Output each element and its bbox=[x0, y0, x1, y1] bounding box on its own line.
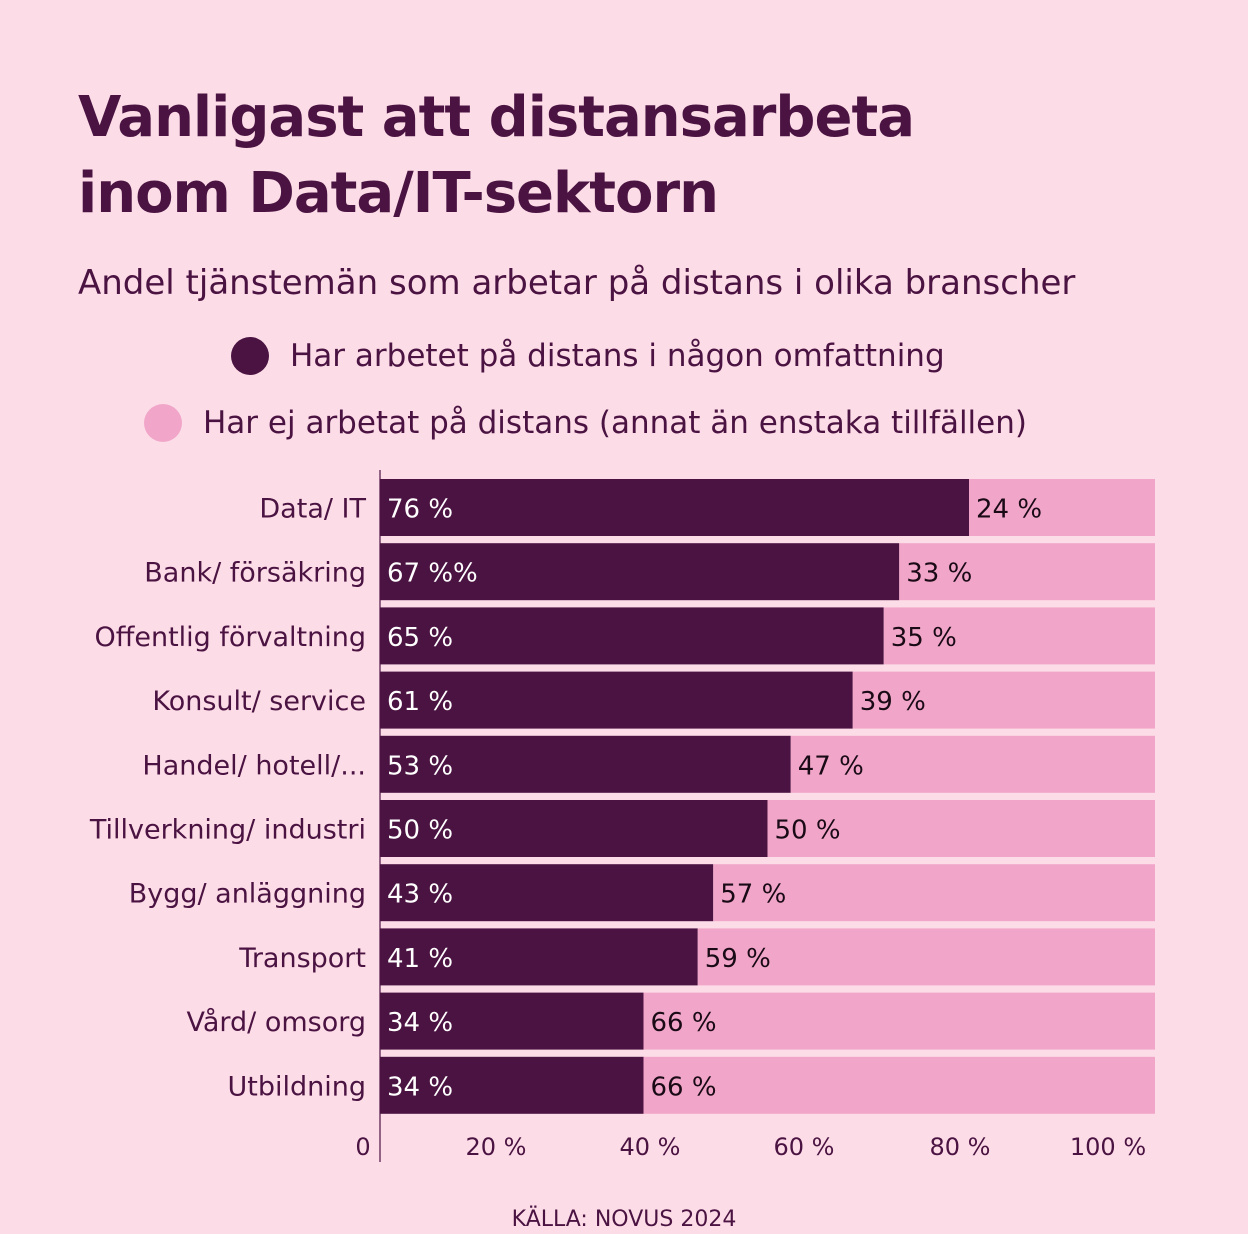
category-label-vård-omsorg: Vård/ omsorg bbox=[186, 1007, 366, 1038]
stacked-bar-chart: Data/ IT 76 % 24 % Bank/ försäkring 67 %% 33 … bbox=[89, 470, 1155, 1162]
data-label-remote-handel-hotell: 53 % bbox=[387, 751, 453, 781]
data-label-not-remote-offentlig-förvaltning: 35 % bbox=[891, 623, 957, 653]
category-label-bygg-anläggning: Bygg/ anläggning bbox=[129, 879, 366, 910]
category-label-konsult-service: Konsult/ service bbox=[152, 686, 366, 717]
source-note: KÄLLA: NOVUS 2024 bbox=[511, 1207, 737, 1232]
data-label-not-remote-bank-försäkring: 33 % bbox=[906, 559, 972, 589]
bar-remote-offentlig-förvaltning bbox=[380, 607, 884, 665]
bar-not-remote-handel-hotell bbox=[790, 735, 1155, 793]
legend-item-remote: Har arbetet på distans i någon omfattnin… bbox=[231, 336, 945, 376]
x-tick-label-100: 100 % bbox=[1070, 1133, 1146, 1161]
data-label-remote-konsult-service: 61 % bbox=[387, 687, 453, 717]
chart-title: Vanligast att distansarbeta inom Data/IT… bbox=[78, 80, 1198, 232]
bar-remote-handel-hotell bbox=[380, 735, 791, 793]
category-label-bank-försäkring: Bank/ försäkring bbox=[144, 558, 366, 589]
x-tick-label-80: 80 % bbox=[930, 1133, 991, 1161]
category-label-offentlig-förvaltning: Offentlig förvaltning bbox=[95, 622, 367, 653]
bar-remote-data-it bbox=[380, 479, 969, 536]
data-label-not-remote-handel-hotell: 47 % bbox=[798, 751, 864, 781]
bar-remote-konsult-service bbox=[380, 671, 853, 729]
category-label-handel-hotell: Handel/ hotell/... bbox=[142, 750, 366, 781]
data-label-remote-offentlig-förvaltning: 65 % bbox=[387, 623, 453, 653]
chart-title-line-2: inom Data/IT-sektorn bbox=[78, 161, 719, 226]
bar-not-remote-transport bbox=[697, 928, 1155, 986]
data-label-not-remote-vård-omsorg: 66 % bbox=[651, 1008, 717, 1038]
bar-remote-bygg-anläggning bbox=[380, 864, 714, 922]
bar-not-remote-bygg-anläggning bbox=[713, 864, 1155, 922]
data-label-not-remote-bygg-anläggning: 57 % bbox=[720, 880, 786, 910]
bar-remote-tillverkning-industri bbox=[380, 800, 768, 857]
x-tick-label-20: 20 % bbox=[466, 1133, 527, 1161]
bar-not-remote-data-it bbox=[969, 479, 1155, 536]
chart-subtitle: Andel tjänstemän som arbetar på distans … bbox=[78, 263, 1076, 303]
data-label-remote-bygg-anläggning: 43 % bbox=[387, 880, 453, 910]
data-label-remote-utbildning: 34 % bbox=[387, 1072, 453, 1102]
data-label-remote-data-it: 76 % bbox=[387, 495, 453, 525]
bar-remote-bank-försäkring bbox=[380, 543, 900, 601]
x-tick-label-60: 60 % bbox=[774, 1133, 835, 1161]
data-label-remote-tillverkning-industri: 50 % bbox=[387, 816, 453, 846]
data-label-not-remote-utbildning: 66 % bbox=[651, 1072, 717, 1102]
bar-not-remote-konsult-service bbox=[852, 671, 1155, 729]
legend-swatch-light-icon bbox=[144, 404, 182, 442]
chart-title-line-1: Vanligast att distansarbeta bbox=[78, 85, 915, 150]
category-label-tillverkning-industri: Tillverkning/ industri bbox=[89, 815, 366, 846]
legend-item-not-remote: Har ej arbetat på distans (annat än enst… bbox=[144, 403, 1027, 443]
bar-not-remote-vård-omsorg bbox=[643, 992, 1155, 1050]
legend-label-remote: Har arbetet på distans i någon omfattnin… bbox=[290, 338, 945, 374]
category-label-data-it: Data/ IT bbox=[259, 494, 366, 525]
x-tick-label-0: 0 bbox=[355, 1133, 370, 1161]
legend-label-not-remote: Har ej arbetat på distans (annat än enst… bbox=[203, 405, 1027, 441]
data-label-not-remote-data-it: 24 % bbox=[976, 495, 1042, 525]
category-label-transport: Transport bbox=[238, 943, 366, 974]
legend-swatch-dark-icon bbox=[231, 337, 269, 375]
data-label-remote-transport: 41 % bbox=[387, 944, 453, 974]
bar-not-remote-tillverkning-industri bbox=[767, 800, 1155, 857]
data-label-remote-bank-försäkring: 67 %% bbox=[387, 559, 478, 589]
data-label-remote-vård-omsorg: 34 % bbox=[387, 1008, 453, 1038]
bar-remote-transport bbox=[380, 928, 698, 986]
bar-not-remote-bank-försäkring bbox=[899, 543, 1155, 601]
data-label-not-remote-transport: 59 % bbox=[705, 944, 771, 974]
bar-remote-vård-omsorg bbox=[380, 992, 644, 1050]
bar-remote-utbildning bbox=[380, 1056, 644, 1114]
bar-not-remote-offentlig-förvaltning bbox=[883, 607, 1155, 665]
bar-not-remote-utbildning bbox=[643, 1056, 1155, 1114]
category-label-utbildning: Utbildning bbox=[228, 1071, 367, 1102]
data-label-not-remote-tillverkning-industri: 50 % bbox=[775, 816, 841, 846]
x-tick-label-40: 40 % bbox=[620, 1133, 681, 1161]
data-label-not-remote-konsult-service: 39 % bbox=[860, 687, 926, 717]
